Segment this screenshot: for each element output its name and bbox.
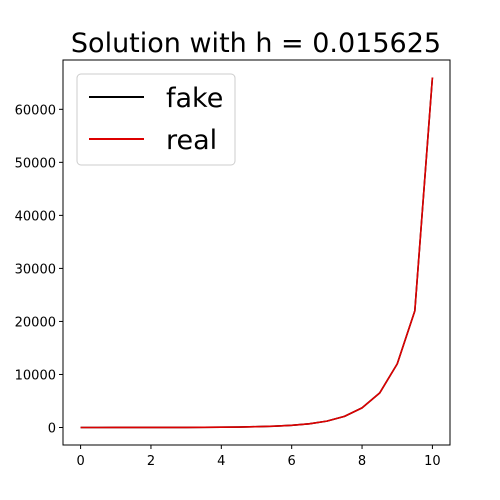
y-tick-label: 0 <box>48 422 56 437</box>
legend-label-real: real <box>166 125 217 156</box>
x-axis: 0 2 4 6 8 10 <box>76 445 441 469</box>
x-tick-label: 0 <box>76 454 84 469</box>
x-tick-label: 10 <box>424 454 441 469</box>
x-tick-label: 6 <box>288 454 296 469</box>
series-lines <box>80 77 434 429</box>
x-tick-label: 8 <box>358 454 366 469</box>
y-axis: 0 10000 20000 30000 40000 50000 60000 <box>15 103 63 437</box>
y-tick-label: 60000 <box>15 103 56 118</box>
plot-area-frame <box>62 59 451 446</box>
y-tick-label: 40000 <box>15 209 56 224</box>
x-tick-label: 4 <box>217 454 225 469</box>
chart-title: Solution with h = 0.015625 <box>71 28 441 59</box>
legend-label-fake: fake <box>166 83 223 114</box>
y-tick-label: 20000 <box>15 315 56 330</box>
series-line-real <box>80 77 434 429</box>
x-tick-label: 2 <box>147 454 155 469</box>
legend: fake real <box>76 73 236 166</box>
y-tick-label: 30000 <box>15 262 56 277</box>
y-tick-label: 10000 <box>15 368 56 383</box>
y-tick-label: 50000 <box>15 156 56 171</box>
